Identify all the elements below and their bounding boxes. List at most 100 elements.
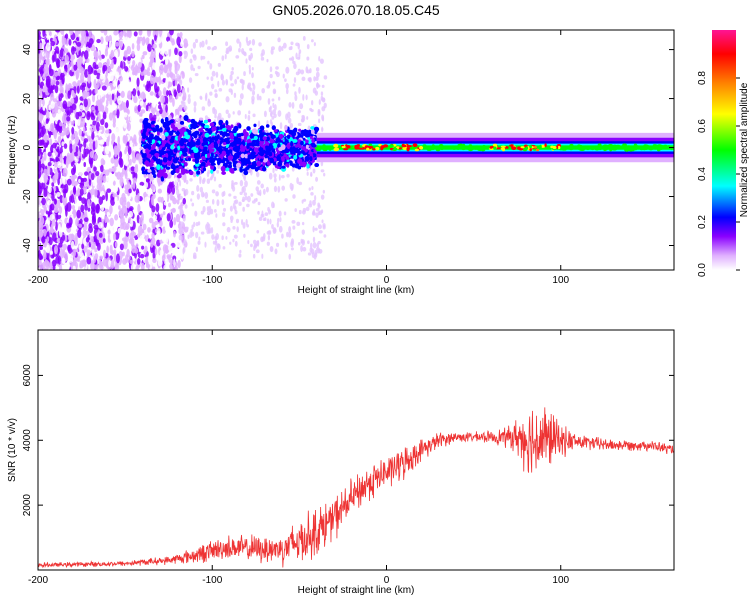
spectrogram-cell	[293, 77, 297, 84]
spectrogram-cell	[151, 99, 157, 108]
spectrogram-cell	[322, 97, 326, 103]
spectrogram-cell	[246, 195, 251, 203]
spectrogram-cell	[232, 238, 235, 243]
spectrogram-cell	[108, 112, 114, 121]
spectrogram-cell	[64, 54, 69, 64]
spectrogram-cell	[246, 143, 250, 150]
spectrogram-cell	[251, 90, 256, 96]
spectrogram-cell	[45, 118, 49, 125]
spectrogram-cell	[193, 252, 197, 259]
spectrogram-cell	[67, 77, 72, 83]
spectrogram-cell	[152, 214, 158, 221]
spectrogram-cell	[41, 236, 46, 244]
spectrogram-cell	[157, 259, 163, 267]
spectrogram-cell	[184, 204, 188, 209]
spectrogram-cell	[75, 136, 80, 144]
spectrogram-cell	[77, 229, 82, 238]
spectrogram-cell	[158, 30, 163, 36]
spectrogram-cell	[312, 168, 316, 174]
spectrogram-cell	[47, 162, 52, 167]
spectrogram-cell	[297, 110, 302, 114]
spectrogram-cell	[277, 110, 282, 117]
spectrogram-cell	[90, 188, 95, 196]
spectrogram-cell	[168, 202, 171, 208]
spectrogram-cell	[74, 197, 79, 207]
spectrogram-cell	[70, 194, 74, 204]
spectrogram-cell	[70, 112, 75, 117]
spectrogram-cell	[266, 241, 270, 246]
spectrogram-cell	[263, 217, 267, 222]
spectrogram-cell	[226, 226, 231, 233]
spectrogram-cell	[250, 141, 256, 147]
spectrogram-cell	[296, 177, 299, 184]
spectrogram-cell	[207, 60, 210, 65]
spectrogram-cell	[126, 122, 131, 132]
spectrogram-cell	[145, 37, 150, 46]
spectrogram-cell	[93, 166, 97, 172]
spectrogram-cell	[45, 251, 50, 260]
spectrogram-cell	[242, 128, 247, 135]
spectrogram-cell	[143, 69, 149, 76]
spectrogram-cell	[318, 55, 321, 62]
spectrogram-cell	[164, 192, 168, 203]
spectrogram-cell	[276, 242, 280, 247]
spectrogram-cell	[268, 172, 273, 180]
spectrogram-cell	[240, 218, 244, 226]
spectrogram-cell	[201, 40, 205, 48]
spectrogram-cell	[216, 199, 220, 207]
spectrogram-cell	[149, 91, 154, 96]
spectrogram-cell	[244, 153, 248, 159]
spectrogram-cell	[137, 90, 140, 97]
spectrogram-cell	[154, 34, 157, 41]
spectrogram-cell	[210, 152, 214, 158]
spectrogram-cell	[246, 84, 251, 90]
spectrogram-cell	[301, 229, 305, 235]
spectrogram-cell	[301, 114, 305, 119]
spectrogram-cell	[205, 199, 209, 203]
spectrogram-cell	[182, 247, 185, 255]
spectrogram-cell	[188, 77, 193, 83]
spectrogram-cell	[197, 65, 201, 70]
spectrogram-cell	[121, 251, 125, 257]
spectrogram-cell	[103, 30, 108, 36]
spectrogram-cell	[60, 72, 65, 78]
spectrogram-cell	[131, 50, 135, 58]
spectrogram-cell	[61, 141, 65, 147]
spectrogram-cell	[273, 228, 277, 233]
spectrogram-cell	[137, 36, 140, 44]
spectrogram-cell	[272, 167, 275, 174]
spectrogram-cell	[104, 122, 109, 129]
spectrogram-cell	[39, 202, 43, 208]
spectrogram-cell	[238, 253, 242, 258]
spectrogram-cell	[225, 120, 229, 126]
spectrogram-cell	[184, 69, 188, 78]
spectrogram-cell	[313, 126, 320, 132]
spectrogram-cell	[278, 225, 283, 233]
spectrogram-cell	[204, 127, 210, 132]
spectrogram-cell	[120, 222, 124, 230]
spectrogram-cell	[78, 57, 83, 63]
spectrogram-cell	[319, 58, 324, 64]
spectrogram-cell	[142, 51, 148, 56]
spectrogram-cell	[289, 160, 293, 167]
spectrogram-cell	[166, 90, 169, 97]
spectrogram-cell	[214, 114, 217, 119]
spectrogram-cell	[181, 188, 186, 192]
spectrogram-cell	[226, 150, 231, 155]
spectrogram-cell	[165, 77, 169, 88]
spectrogram-cell	[56, 238, 61, 243]
spectrogram-cell	[225, 235, 228, 240]
spectrogram-cell	[114, 158, 119, 168]
spectrogram-cell	[307, 77, 312, 82]
spectrogram-cell	[279, 122, 283, 130]
spectrogram-cell	[176, 32, 180, 38]
spectrogram-cell	[129, 206, 134, 212]
spectrogram-cell	[108, 53, 113, 60]
spectrogram-cell	[176, 130, 180, 136]
spectrogram-cell	[278, 96, 281, 101]
spectrogram-cell	[302, 246, 307, 252]
spectrogram-cell	[198, 148, 202, 152]
spectrogram-cell	[64, 48, 69, 54]
spectrogram-cell	[59, 60, 64, 68]
spectrogram-cell	[261, 253, 264, 259]
